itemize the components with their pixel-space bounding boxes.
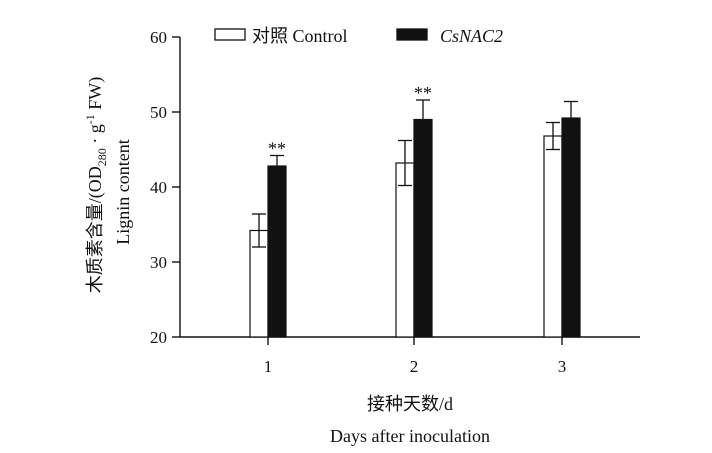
x-axis-title-cn: 接种天数/d bbox=[367, 394, 453, 414]
y-tick-label: 60 bbox=[150, 28, 167, 47]
y-axis-title-cn: 木质素含量/(OD280 · g-1 FW) bbox=[83, 77, 109, 294]
significance-mark: ** bbox=[414, 83, 432, 103]
y-axis-title-subscript: 280 bbox=[95, 148, 109, 166]
significance-mark: ** bbox=[268, 139, 286, 159]
bar-control bbox=[395, 162, 415, 338]
bar-csnac2 bbox=[267, 165, 287, 338]
x-tick-label: 3 bbox=[558, 357, 567, 376]
y-axis-title-suffix: FW) bbox=[85, 77, 106, 115]
bar-control bbox=[543, 135, 563, 338]
y-axis-title-mid: · g bbox=[85, 124, 105, 148]
y-tick-label: 50 bbox=[150, 103, 167, 122]
legend-swatch-csnac2 bbox=[396, 28, 428, 41]
y-axis-title-en: Lignin content bbox=[113, 139, 133, 244]
legend: 对照 Control CsNAC2 bbox=[214, 26, 503, 46]
y-tick-label: 40 bbox=[150, 178, 167, 197]
bar-csnac2 bbox=[413, 118, 433, 338]
x-tick-label: 2 bbox=[410, 357, 419, 376]
y-tick-label: 20 bbox=[150, 328, 167, 347]
error-bars bbox=[252, 99, 578, 248]
y-axis-title-cn-prefix: 木质素含量/(OD bbox=[85, 166, 106, 293]
x-axis-title-en: Days after inoculation bbox=[330, 426, 490, 446]
legend-swatch-control bbox=[214, 28, 246, 41]
bar-csnac2 bbox=[561, 117, 581, 338]
bars bbox=[249, 117, 581, 338]
x-tick-labels: 1 2 3 bbox=[264, 337, 567, 376]
y-tick-labels: 20 30 40 50 60 bbox=[150, 28, 180, 347]
legend-label-control: 对照 Control bbox=[252, 26, 348, 46]
legend-label-csnac2: CsNAC2 bbox=[440, 26, 503, 46]
y-tick-label: 30 bbox=[150, 253, 167, 272]
significance-marks: ** ** bbox=[268, 83, 432, 159]
y-axis-title-superscript: -1 bbox=[83, 114, 97, 124]
x-tick-label: 1 bbox=[264, 357, 273, 376]
y-axis-title: 木质素含量/(OD280 · g-1 FW) Lignin content bbox=[83, 77, 133, 294]
